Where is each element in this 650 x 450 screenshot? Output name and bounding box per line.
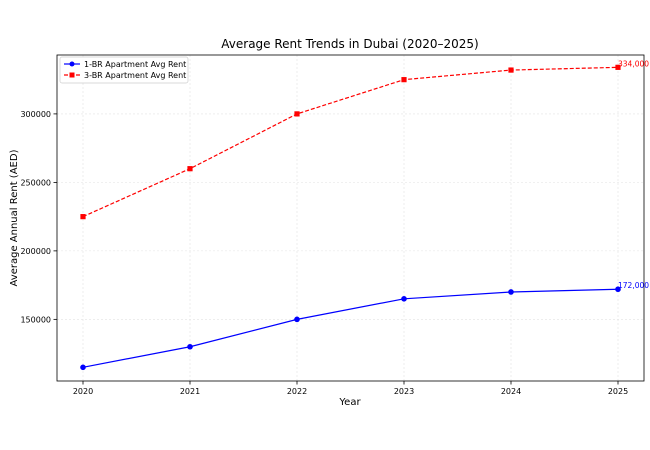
series-line — [82, 288, 619, 368]
x-tick-label: 2020 — [73, 387, 93, 396]
legend-label: 1-BR Apartment Avg Rent — [84, 60, 186, 69]
axis-ticks: 2020 2021 2022 2023 2024 2025 150000 200000 2500… — [20, 110, 628, 396]
series-group: 172,000 334,000 — [80, 59, 649, 371]
plot-area — [56, 54, 645, 382]
x-tick-label: 2022 — [287, 387, 307, 396]
chart-title: Average Rent Trends in Dubai (2020–2025) — [221, 37, 478, 51]
x-tick-label: 2024 — [501, 387, 521, 396]
y-tick-label: 150000 — [20, 315, 51, 324]
series-1: 172,000 — [80, 281, 649, 371]
data-point — [508, 67, 514, 73]
x-tick-label: 2021 — [180, 387, 200, 396]
grid — [57, 55, 644, 381]
data-point — [294, 111, 300, 117]
data-point — [80, 214, 86, 220]
x-tick-label: 2023 — [394, 387, 414, 396]
end-value-label: 334,000 — [618, 59, 649, 68]
data-point — [80, 364, 86, 371]
series-line — [82, 66, 619, 218]
y-tick-label: 200000 — [20, 247, 51, 256]
legend-marker — [69, 61, 75, 67]
y-tick-label: 250000 — [20, 178, 51, 187]
data-point — [187, 166, 193, 172]
legend: 1-BR Apartment Avg Rent 3-BR Apartment Av… — [59, 56, 189, 84]
data-point — [187, 343, 193, 350]
x-axis-title: Year — [338, 397, 361, 408]
data-point — [401, 77, 407, 83]
end-value-label: 172,000 — [618, 281, 649, 290]
data-point — [401, 296, 407, 302]
series-2: 334,000 — [80, 59, 649, 220]
data-point — [508, 289, 514, 295]
legend-box — [59, 56, 189, 84]
y-tick-label: 300000 — [20, 110, 51, 119]
data-point — [615, 286, 621, 293]
x-tick-label: 2025 — [608, 387, 628, 396]
y-axis-title: Average Annual Rent (AED) — [9, 149, 20, 286]
legend-label: 3-BR Apartment Avg Rent — [84, 71, 186, 80]
data-point — [294, 316, 300, 323]
legend-marker — [69, 72, 75, 78]
data-point — [615, 64, 621, 70]
